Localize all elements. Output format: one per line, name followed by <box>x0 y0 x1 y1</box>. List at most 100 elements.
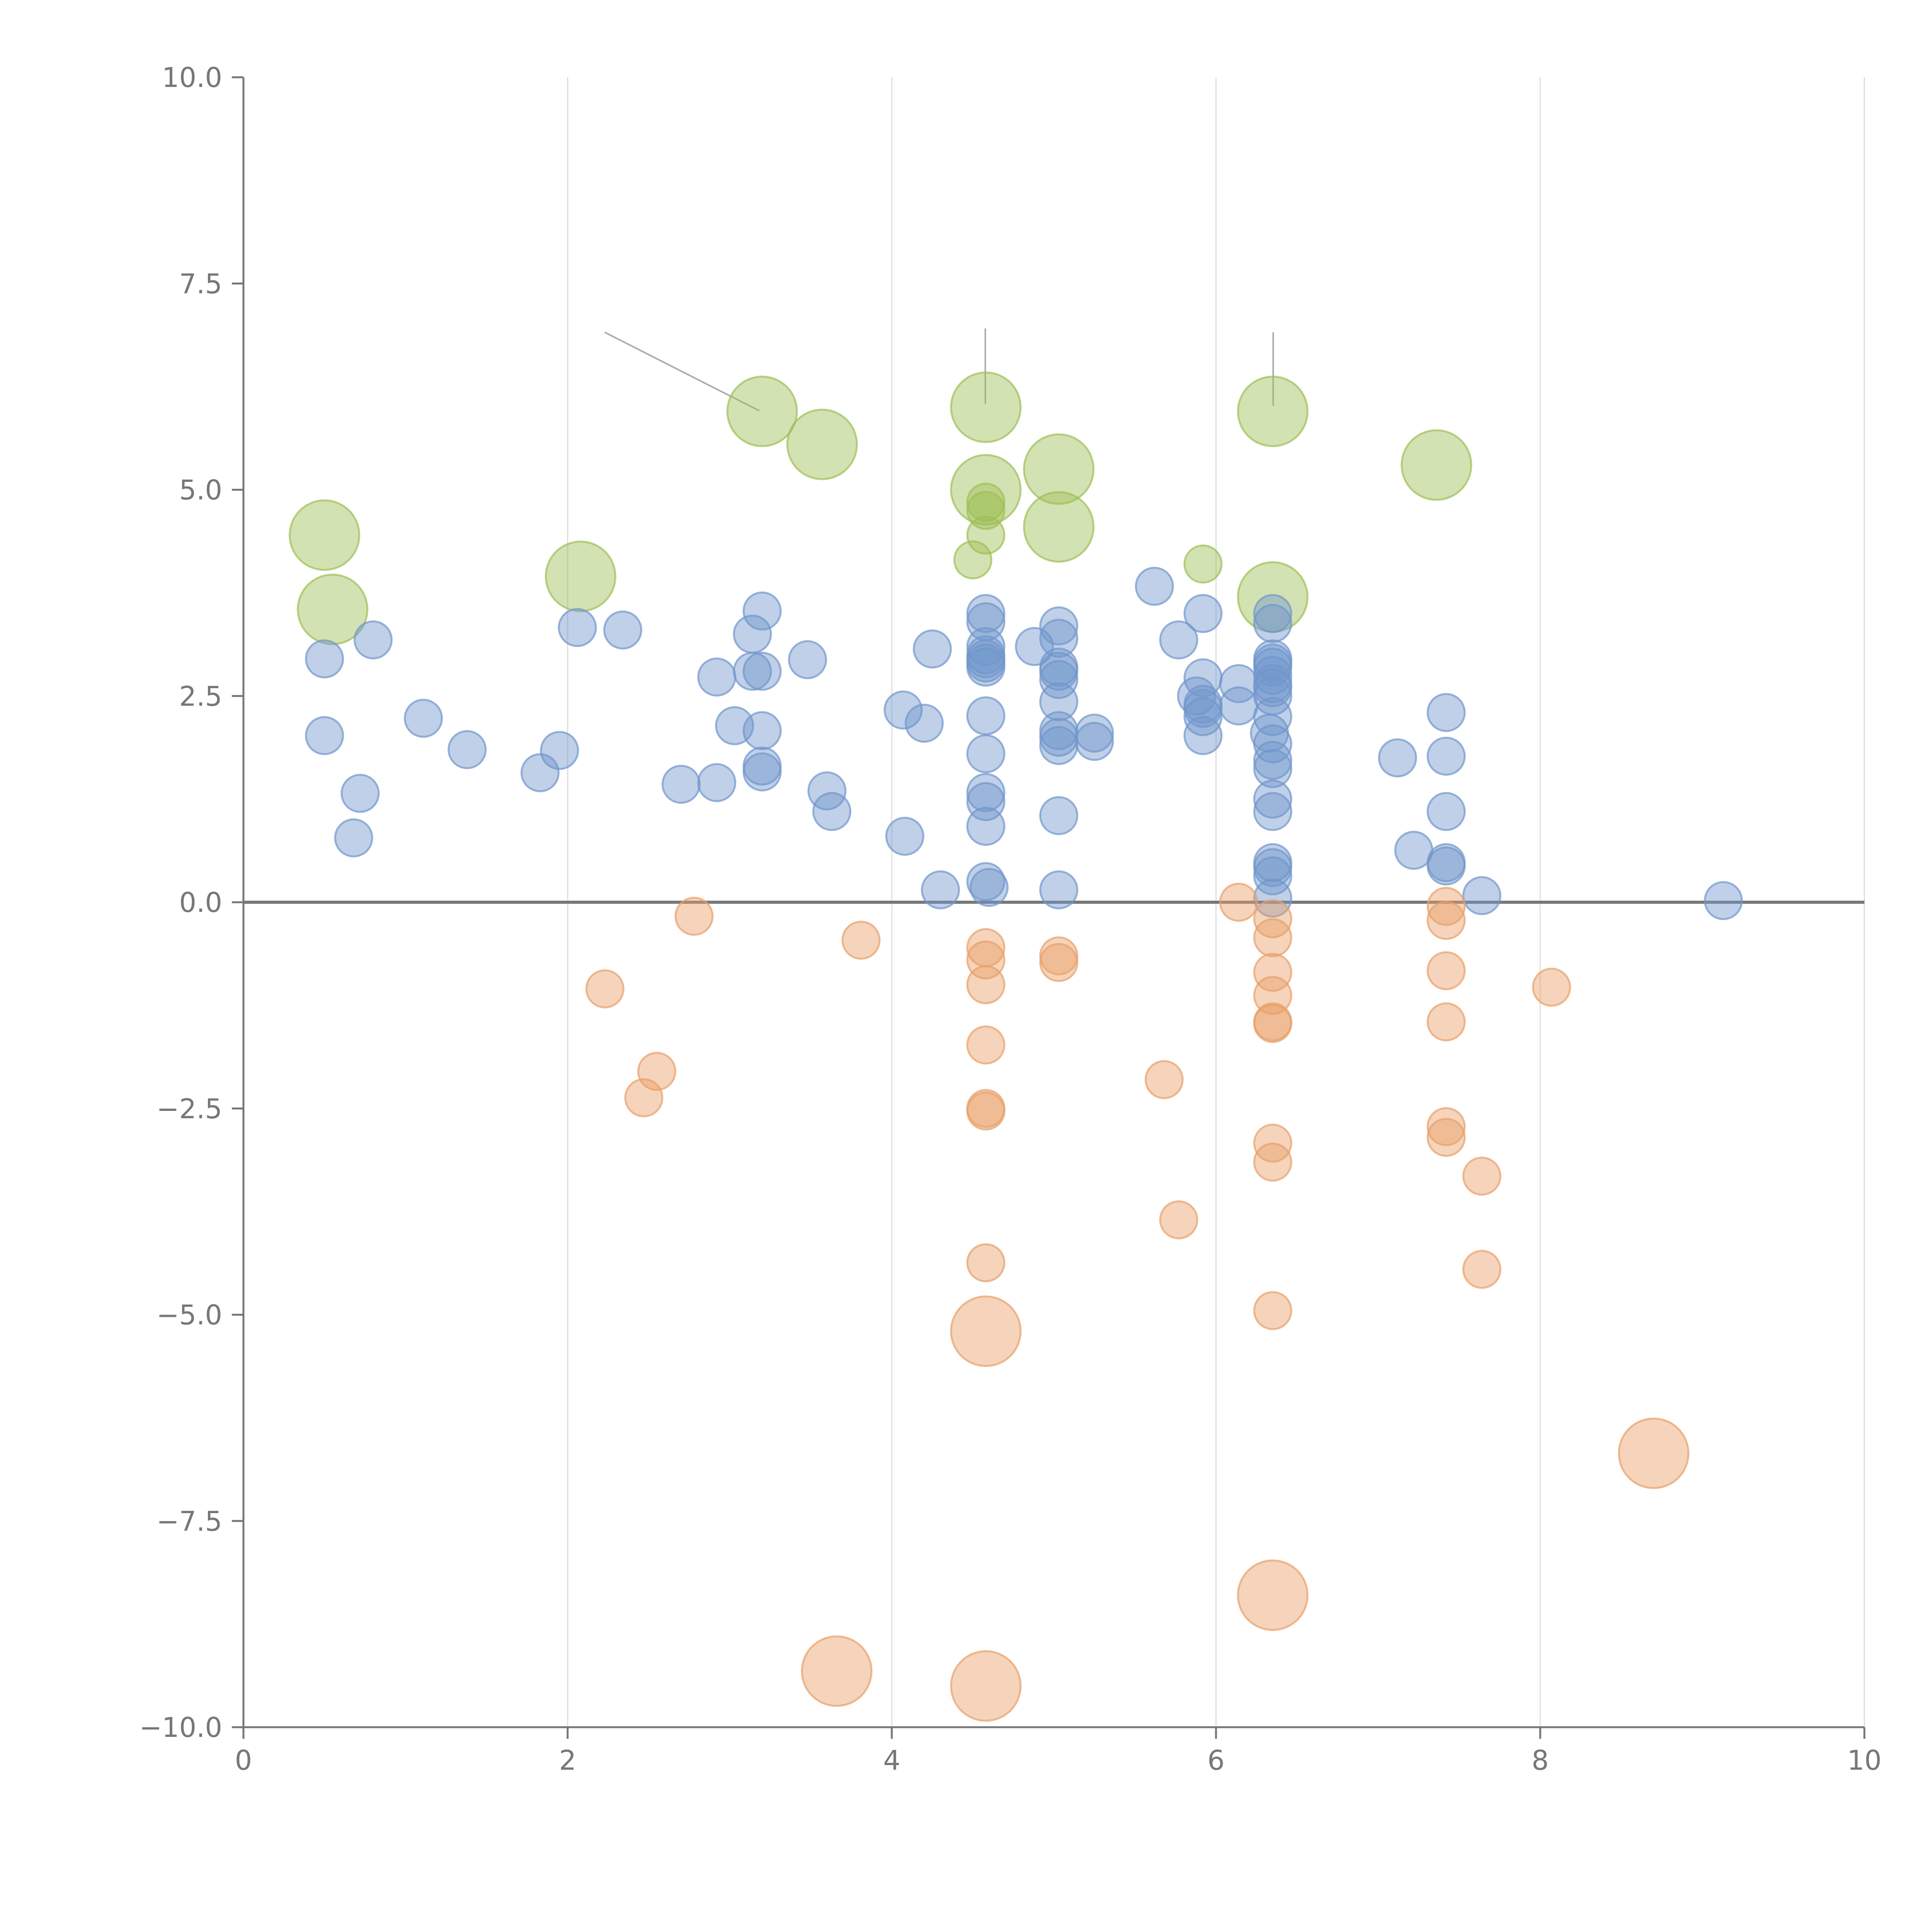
data-point[interactable] <box>1253 1291 1293 1330</box>
data-point[interactable] <box>520 753 560 793</box>
data-point[interactable] <box>966 965 1005 1004</box>
data-point[interactable] <box>786 408 858 480</box>
data-point[interactable] <box>305 639 344 679</box>
data-point[interactable] <box>1237 376 1309 447</box>
data-point[interactable] <box>1039 796 1078 835</box>
data-point[interactable] <box>1427 736 1466 776</box>
data-point[interactable] <box>662 765 701 804</box>
data-point[interactable] <box>1427 901 1466 940</box>
data-point[interactable] <box>742 591 782 631</box>
data-point[interactable] <box>1135 566 1174 606</box>
data-point[interactable] <box>1183 544 1223 584</box>
data-point[interactable] <box>540 731 579 770</box>
data-point[interactable] <box>969 868 1009 907</box>
data-point[interactable] <box>966 483 1005 522</box>
data-point[interactable] <box>1253 1004 1293 1043</box>
data-point[interactable] <box>726 376 798 447</box>
data-point[interactable] <box>905 704 944 743</box>
data-point[interactable] <box>1427 951 1466 990</box>
data-point[interactable] <box>297 573 369 645</box>
data-point[interactable] <box>1219 664 1259 703</box>
data-point[interactable] <box>1253 741 1293 780</box>
data-point[interactable] <box>1253 656 1293 695</box>
data-point[interactable] <box>637 1052 677 1091</box>
data-point[interactable] <box>1253 848 1293 887</box>
data-point[interactable] <box>697 657 736 697</box>
data-point[interactable] <box>1618 1417 1690 1489</box>
data-point[interactable] <box>1427 1002 1466 1042</box>
data-point[interactable] <box>966 648 1005 687</box>
data-point[interactable] <box>447 730 487 769</box>
data-point[interactable] <box>1039 726 1078 765</box>
data-point[interactable] <box>966 1091 1005 1131</box>
data-point[interactable] <box>953 540 993 580</box>
data-point[interactable] <box>1253 749 1293 788</box>
data-point[interactable] <box>742 711 782 750</box>
data-point[interactable] <box>1039 718 1078 757</box>
data-point[interactable] <box>1183 716 1223 755</box>
data-point[interactable] <box>1704 881 1743 920</box>
data-point[interactable] <box>674 896 714 936</box>
data-point[interactable] <box>1039 943 1078 982</box>
data-point[interactable] <box>812 792 852 831</box>
data-point[interactable] <box>1159 1200 1199 1240</box>
data-point[interactable] <box>624 1078 663 1117</box>
data-point[interactable] <box>801 1635 872 1707</box>
data-point[interactable] <box>1253 697 1293 736</box>
data-point[interactable] <box>1023 433 1095 505</box>
data-point[interactable] <box>1237 1559 1309 1631</box>
data-point[interactable] <box>1219 686 1259 726</box>
data-point[interactable] <box>1253 1143 1293 1182</box>
data-point[interactable] <box>1427 846 1466 886</box>
data-point[interactable] <box>966 862 1005 901</box>
data-point[interactable] <box>913 629 952 669</box>
data-point[interactable] <box>966 773 1005 812</box>
data-point[interactable] <box>1532 968 1571 1007</box>
data-point[interactable] <box>1145 1060 1184 1099</box>
data-point[interactable] <box>950 1295 1022 1367</box>
data-point[interactable] <box>1183 594 1223 633</box>
data-point[interactable] <box>1427 792 1466 831</box>
data-point[interactable] <box>966 627 1005 666</box>
data-point[interactable] <box>841 920 881 960</box>
data-point[interactable] <box>289 499 361 571</box>
data-point[interactable] <box>1039 660 1078 699</box>
data-point[interactable] <box>1253 952 1293 992</box>
data-point[interactable] <box>340 774 380 813</box>
data-point[interactable] <box>1039 619 1078 658</box>
data-point[interactable] <box>545 541 617 612</box>
data-point[interactable] <box>354 620 393 660</box>
data-point[interactable] <box>1075 722 1114 761</box>
data-point[interactable] <box>966 696 1005 735</box>
data-point[interactable] <box>966 807 1005 846</box>
data-point[interactable] <box>950 1650 1022 1722</box>
data-point[interactable] <box>1219 883 1259 922</box>
data-point[interactable] <box>1462 876 1502 915</box>
data-point[interactable] <box>1427 1117 1466 1157</box>
data-point[interactable] <box>921 870 960 910</box>
data-point[interactable] <box>966 594 1005 633</box>
data-point[interactable] <box>1253 668 1293 707</box>
data-point[interactable] <box>1253 792 1293 831</box>
data-point[interactable] <box>966 734 1005 774</box>
data-point[interactable] <box>1253 856 1293 896</box>
data-point[interactable] <box>334 818 373 857</box>
data-point[interactable] <box>1253 648 1293 687</box>
data-point[interactable] <box>558 608 597 647</box>
data-point[interactable] <box>1253 918 1293 957</box>
data-point[interactable] <box>1159 620 1199 660</box>
data-point[interactable] <box>883 690 923 730</box>
data-point[interactable] <box>742 752 782 792</box>
data-point[interactable] <box>1401 429 1473 501</box>
data-point[interactable] <box>585 969 624 1009</box>
data-point[interactable] <box>733 614 772 654</box>
data-point[interactable] <box>1253 779 1293 819</box>
data-point[interactable] <box>1427 887 1466 926</box>
data-point[interactable] <box>1253 878 1293 918</box>
data-point[interactable] <box>1039 651 1078 691</box>
data-point[interactable] <box>1039 606 1078 646</box>
data-point[interactable] <box>885 816 925 856</box>
data-point[interactable] <box>1427 693 1466 732</box>
data-point[interactable] <box>1023 491 1095 563</box>
data-point[interactable] <box>603 610 643 650</box>
